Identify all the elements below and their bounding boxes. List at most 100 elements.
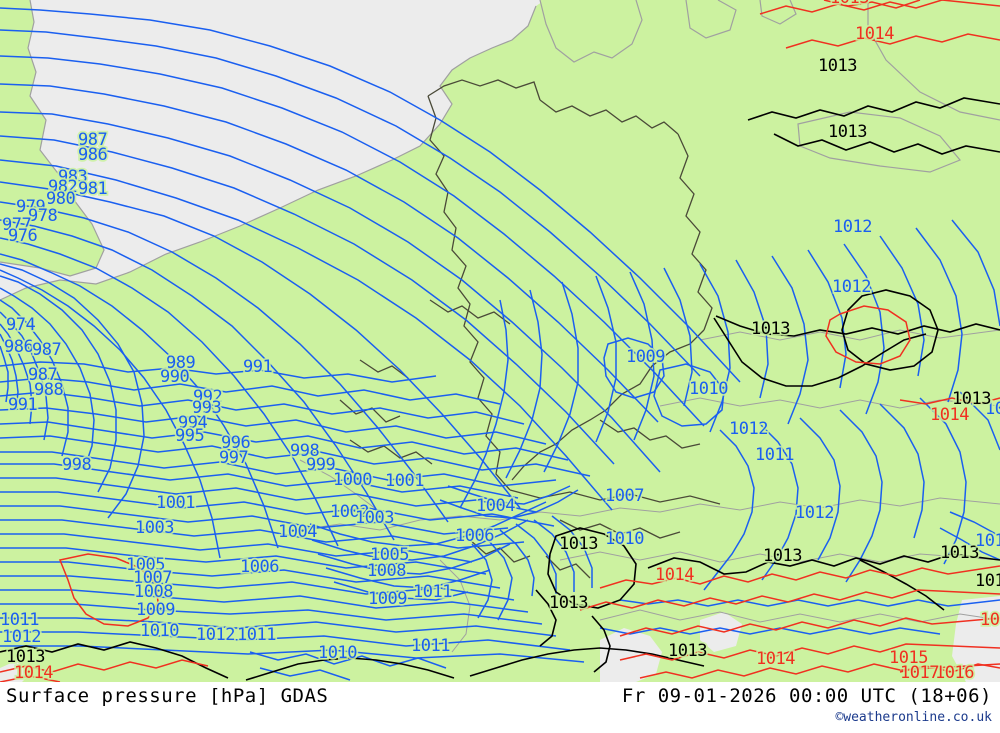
isobar-label: 1009 [626, 347, 665, 367]
isobar-label: 1013 [763, 546, 802, 566]
isobar-label-halo: 998 [62, 455, 91, 475]
isobar-label-halo: 1013 [952, 389, 991, 409]
isobar-label: 992 [193, 387, 222, 407]
isobar-label-halo: 1013 [668, 641, 707, 661]
isobar-label-halo: 981 [78, 179, 107, 199]
isobar-label-halo: 999 [306, 455, 335, 475]
isobar-label-halo: 983 [58, 167, 87, 187]
isobar-label: 980 [46, 189, 75, 209]
isobar-label-halo: 991 [8, 395, 37, 415]
isobar-label-halo: 1011 [237, 625, 276, 645]
isobar-label: 1001 [156, 493, 195, 513]
isobar-label-halo: 1013 [6, 647, 45, 667]
isobar-label: 1010 [689, 379, 728, 399]
isobar-label: 982 [48, 177, 77, 197]
isobar-label: 1001 [385, 471, 424, 491]
isobar-label: 1012 [196, 625, 235, 645]
isobar-label-halo: 976 [8, 226, 37, 246]
isobar-label: 1012 [729, 419, 768, 439]
isobar-label: 1007 [133, 568, 172, 588]
isobar-label: 1010 [318, 643, 357, 663]
isobar-label-halo: 1007 [605, 486, 644, 506]
isobar-label: 993 [192, 398, 221, 418]
isobar-label-halo: 994 [178, 413, 207, 433]
isobar-label: 1008 [134, 582, 173, 602]
isobar-label-halo: 1014 [14, 663, 53, 682]
isobar-label-halo: 1010 [318, 643, 357, 663]
isobar-label-halo: 1014 [980, 610, 1000, 630]
isobar-label: 1003 [135, 518, 174, 538]
isobar-label: 1013 [830, 0, 869, 8]
isobar-label-halo: 1003 [135, 518, 174, 538]
isobar-label-halo: 1005 [370, 545, 409, 565]
isobar-label: 977 [2, 215, 31, 235]
isobar-label-halo: 987 [32, 340, 61, 360]
isobar-label: 998 [290, 441, 319, 461]
isobar-label-halo: 1009 [136, 600, 175, 620]
isobar-label: 1013 [940, 543, 979, 563]
isobar-label: 1005 [370, 545, 409, 565]
isobar-label-halo: 1013 [828, 122, 867, 142]
isobar-label-halo: 1004 [278, 522, 317, 542]
isobar-label: 986 [78, 145, 107, 165]
isobar-label: 1007 [605, 486, 644, 506]
isobar-label-halo: 996 [221, 433, 250, 453]
isobar-label: 1004 [476, 496, 515, 516]
isobar-label-halo: 1001 [156, 493, 195, 513]
isobar-label: 991 [243, 357, 272, 377]
isobar-label-halo: 1011 [413, 582, 452, 602]
product-title: Surface pressure [hPa] GDAS [6, 685, 329, 707]
isobar-label: 1009 [368, 589, 407, 609]
isobars-standard-pressure [0, 97, 1000, 681]
isobar-label-halo: 987 [28, 365, 57, 385]
isobar-label: 1014 [756, 649, 795, 669]
isobar-label: 1013 [559, 534, 598, 554]
isobar-label: 1013 [751, 319, 790, 339]
pressure-map-canvas: 987 987 986 986 983 983 982 982 981 981 980 980 979 9… [0, 0, 1000, 682]
isobar-label-halo: 1011 [411, 636, 450, 656]
isobar-label: 1002 [330, 502, 369, 522]
isobar-label-halo: 1012 [2, 627, 41, 647]
isobar-label-halo: 978 [28, 206, 57, 226]
isobar-label-halo: 986 [4, 337, 33, 357]
isobar-label: 1000 [333, 470, 372, 490]
copyright-credit: ©weatheronline.co.uk [835, 710, 992, 725]
isobar-label-halo: 1002 [330, 502, 369, 522]
isobar-label-halo: 1012 [196, 625, 235, 645]
isobar-label-halo: 988 [34, 380, 63, 400]
isobar-label: 1009 [136, 600, 175, 620]
isobar-label-halo: 986 [78, 145, 107, 165]
isobar-label-halo: 997 [219, 448, 248, 468]
isobar-label-halo: 1000 [333, 470, 372, 490]
isobar-label-halo: 982 [48, 177, 77, 197]
isobar-label-halo: 1004 [476, 496, 515, 516]
isobar-label: 1016 [935, 663, 974, 682]
isobar-label-halo: 991 [243, 357, 272, 377]
isobar-label: 1013 [6, 647, 45, 667]
isobar-label-halo: 977 [2, 215, 31, 235]
isobar-label-halo: 1010 [140, 621, 179, 641]
isobar-label: 996 [221, 433, 250, 453]
isobar-label-halo: 1014 [655, 565, 694, 585]
isobar-label: 1014 [980, 610, 1000, 630]
isobar-label: 976 [8, 226, 37, 246]
isobar-label-halo: 1012 [795, 503, 834, 523]
isobar-label: 1014 [930, 405, 969, 425]
isobar-label-halo: 1014 [855, 24, 894, 44]
isobar-label: 1011 [0, 610, 39, 630]
isobar-label-halo: 1013 [549, 593, 588, 613]
isobar-label-halo: 1014 [756, 649, 795, 669]
isobar-label: 988 [34, 380, 63, 400]
isobar-label-halo: 995 [175, 426, 204, 446]
isobar-label: 1013 [828, 122, 867, 142]
isobar-label-halo: 1003 [355, 508, 394, 528]
isobar-label-halo: 1008 [367, 561, 406, 581]
isobar-label: 994 [178, 413, 207, 433]
isobar-label-halo: 987 [78, 130, 107, 150]
national-borders [339, 79, 721, 579]
isobar-label: 991 [8, 395, 37, 415]
isobar-label-halo: 979 [16, 197, 45, 217]
isobar-label-halo: 1012 [985, 399, 1000, 419]
isobar-label: 998 [62, 455, 91, 475]
isobar-label-halo: 998 [290, 441, 319, 461]
